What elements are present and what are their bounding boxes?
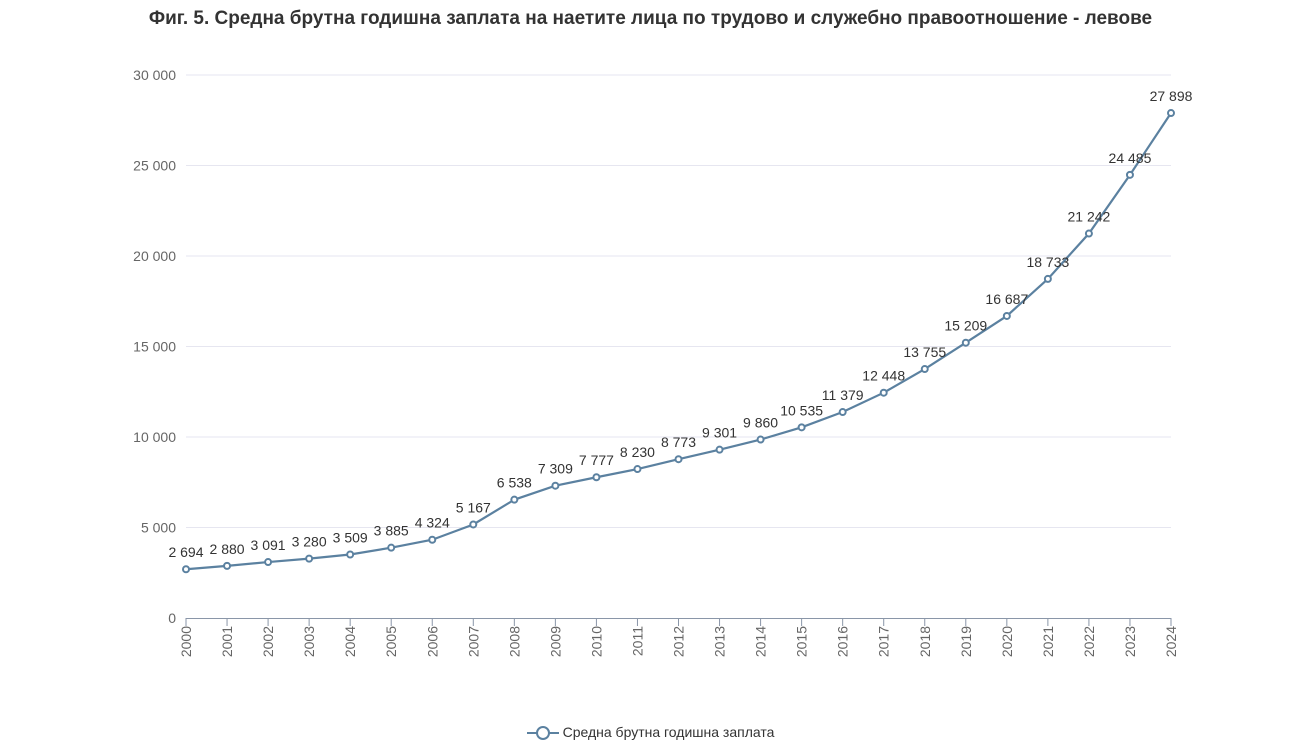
data-point [879,388,888,397]
data-label: 6 538 [497,475,532,491]
data-point [592,473,601,482]
y-tick-label: 0 [168,610,176,626]
data-point [797,423,806,432]
data-label: 3 091 [251,537,286,553]
data-label: 2 880 [210,541,245,557]
x-tick-label: 2002 [260,626,276,657]
x-tick-label: 2023 [1122,626,1138,657]
data-label: 8 773 [661,434,696,450]
data-point [756,435,765,444]
x-tick-label: 2006 [424,626,440,657]
data-label: 9 860 [743,415,778,431]
data-point [264,558,273,567]
data-point [510,495,519,504]
data-point [1167,109,1175,118]
data-label: 4 324 [415,515,450,531]
x-tick-label: 2022 [1081,626,1097,657]
data-label: 5 167 [456,499,491,515]
x-tick-label: 2012 [671,626,687,657]
data-label: 16 687 [985,291,1028,307]
x-tick-label: 2003 [301,626,317,657]
x-tick-label: 2021 [1040,626,1056,657]
data-point [838,408,847,417]
y-tick-label: 30 000 [133,67,176,83]
data-point [346,550,355,559]
data-label: 3 509 [333,529,368,545]
data-point [961,338,970,347]
y-tick-label: 10 000 [133,429,176,445]
x-tick-label: 2009 [547,626,563,657]
data-point [223,561,232,570]
x-tick-label: 2018 [917,626,933,657]
y-tick-label: 20 000 [133,248,176,264]
data-label: 12 448 [862,368,905,384]
x-tick-label: 2015 [794,626,810,657]
data-point [1084,229,1093,238]
data-label: 15 209 [944,318,987,334]
x-tick-label: 2001 [219,626,235,657]
data-point [1125,170,1134,179]
x-tick-label: 2010 [588,626,604,657]
y-tick-label: 25 000 [133,158,176,174]
data-label: 9 301 [702,425,737,441]
x-tick-label: 2000 [178,626,194,657]
data-point [182,565,190,574]
data-label: 27 898 [1150,88,1193,104]
x-tick-label: 2014 [753,626,769,657]
data-point [469,520,478,529]
data-label: 8 230 [620,444,655,460]
y-tick-label: 5 000 [141,520,176,536]
data-label: 24 485 [1109,150,1152,166]
data-point [715,445,724,454]
data-point [387,543,396,552]
x-tick-label: 2004 [342,626,358,657]
x-tick-label: 2011 [629,626,645,656]
data-label: 18 733 [1026,254,1069,270]
data-label: 21 242 [1068,209,1111,225]
data-point [305,554,314,563]
y-tick-label: 15 000 [133,339,176,355]
data-label: 3 280 [292,534,327,550]
x-tick-label: 2016 [835,626,851,657]
legend-label: Средна брутна годишна заплата [562,724,775,740]
data-point [1043,274,1052,283]
legend-line-marker-icon [526,725,559,741]
data-label: 7 309 [538,461,573,477]
x-tick-label: 2005 [383,626,399,657]
data-label: 13 755 [903,344,946,360]
x-tick-label: 2020 [999,626,1015,657]
data-point [1002,311,1011,320]
data-label: 7 777 [579,452,614,468]
x-tick-label: 2017 [876,626,892,657]
x-tick-label: 2013 [712,626,728,657]
x-tick-label: 2008 [506,626,522,657]
x-tick-label: 2019 [958,626,974,657]
series-line [185,112,1172,571]
data-label: 2 694 [168,544,203,560]
data-point [551,481,560,490]
chart-title: Фиг. 5. Средна брутна годишна заплата на… [148,8,1153,29]
legend[interactable]: Средна брутна годишна заплата [0,724,1301,741]
data-label: 10 535 [780,402,823,418]
data-label: 3 885 [374,523,409,539]
data-label: 11 379 [822,387,864,403]
x-tick-label: 2024 [1163,626,1179,657]
x-tick-label: 2007 [465,626,481,657]
data-point [920,365,929,374]
data-point [674,455,683,464]
data-point [633,465,642,474]
data-point [428,535,437,544]
